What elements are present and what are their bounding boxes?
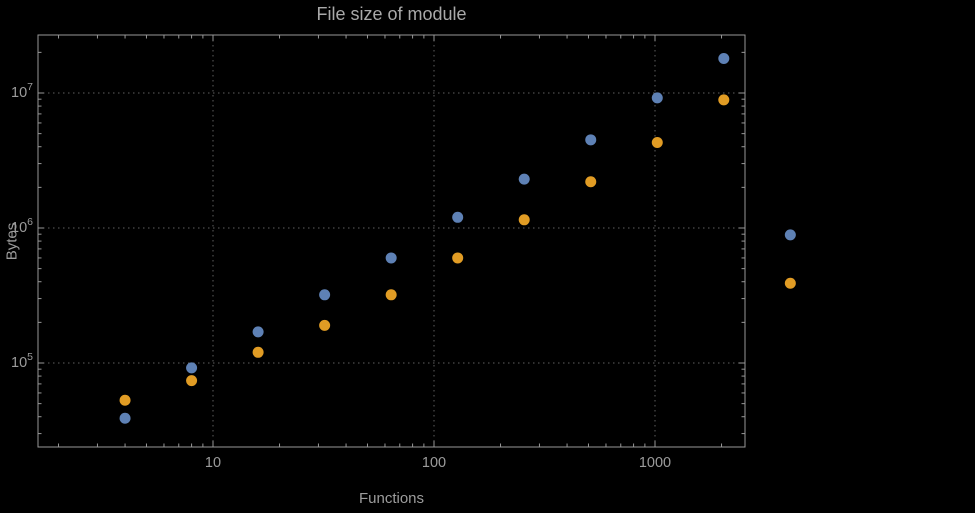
data-point — [385, 252, 397, 264]
data-point — [585, 176, 597, 188]
data-point — [452, 211, 464, 223]
data-point — [784, 277, 796, 289]
chart-title: File size of module — [316, 4, 467, 24]
x-axis-label: Functions — [358, 490, 425, 507]
data-point — [252, 346, 264, 358]
x-tick-label: 100 — [422, 455, 446, 471]
data-point — [186, 375, 198, 387]
data-point — [319, 319, 331, 331]
data-point — [252, 326, 264, 338]
data-point — [784, 229, 796, 241]
data-point — [119, 394, 131, 406]
y-tick-label: 107 — [11, 81, 33, 101]
data-point — [518, 173, 530, 185]
data-point — [585, 134, 597, 146]
x-tick-label: 1000 — [639, 455, 671, 471]
data-point — [186, 362, 198, 374]
y-tick-label: 105 — [11, 351, 33, 371]
y-tick-label: 106 — [11, 216, 33, 236]
data-point — [718, 94, 730, 106]
data-point — [718, 53, 730, 65]
plot-frame — [37, 34, 746, 448]
data-point — [518, 214, 530, 226]
data-point — [651, 136, 663, 148]
data-point — [385, 289, 397, 301]
data-point — [452, 252, 464, 264]
x-tick-label: 10 — [205, 455, 221, 471]
data-point — [119, 412, 131, 424]
data-point — [319, 289, 331, 301]
data-point — [651, 92, 663, 104]
